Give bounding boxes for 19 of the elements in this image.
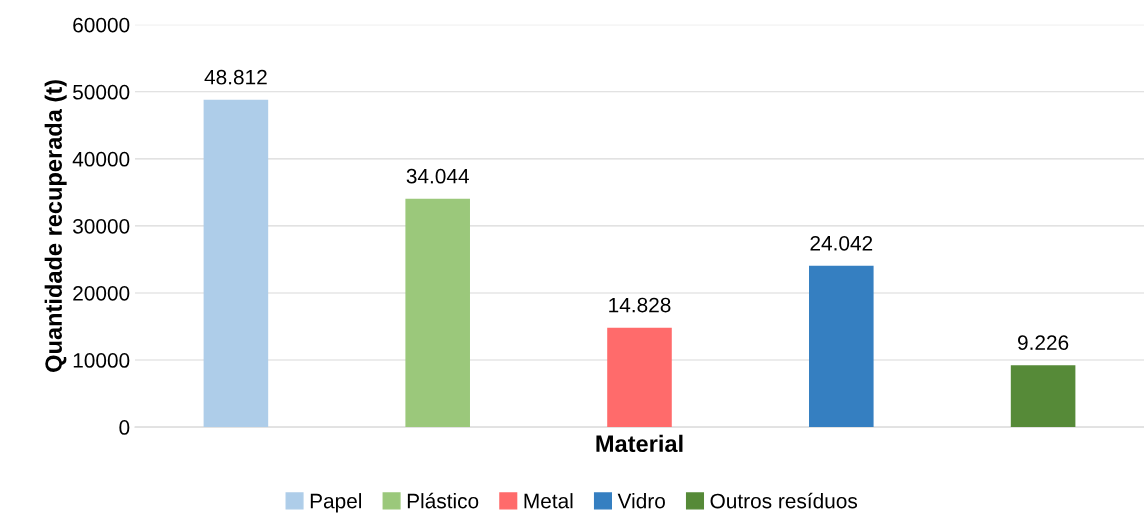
y-tick-label: 20000 [73, 285, 130, 301]
y-tick-label: 50000 [73, 84, 130, 100]
y-tick-label: 0 [119, 420, 130, 435]
legend-label: Vidro [617, 493, 665, 509]
y-axis-title: Quantidade recuperada (t) [44, 80, 67, 372]
data-label: 34.044 [406, 168, 469, 184]
data-label: 14.828 [609, 297, 671, 313]
legend-label: Outros resíduos [710, 492, 858, 509]
y-tick-label: 60000 [73, 17, 130, 33]
legend-label: Papel [310, 493, 362, 513]
legend-label: Plástico [407, 492, 479, 509]
x-axis-title: Material [596, 434, 683, 453]
data-label: 48.812 [204, 69, 267, 85]
y-tick-label: 10000 [73, 353, 130, 368]
data-label: 24.042 [810, 235, 873, 251]
legend-label: Metal [524, 493, 573, 509]
y-tick-label: 40000 [72, 151, 130, 167]
y-tick-label: 30000 [73, 218, 130, 234]
data-label: 9.226 [1018, 335, 1069, 351]
